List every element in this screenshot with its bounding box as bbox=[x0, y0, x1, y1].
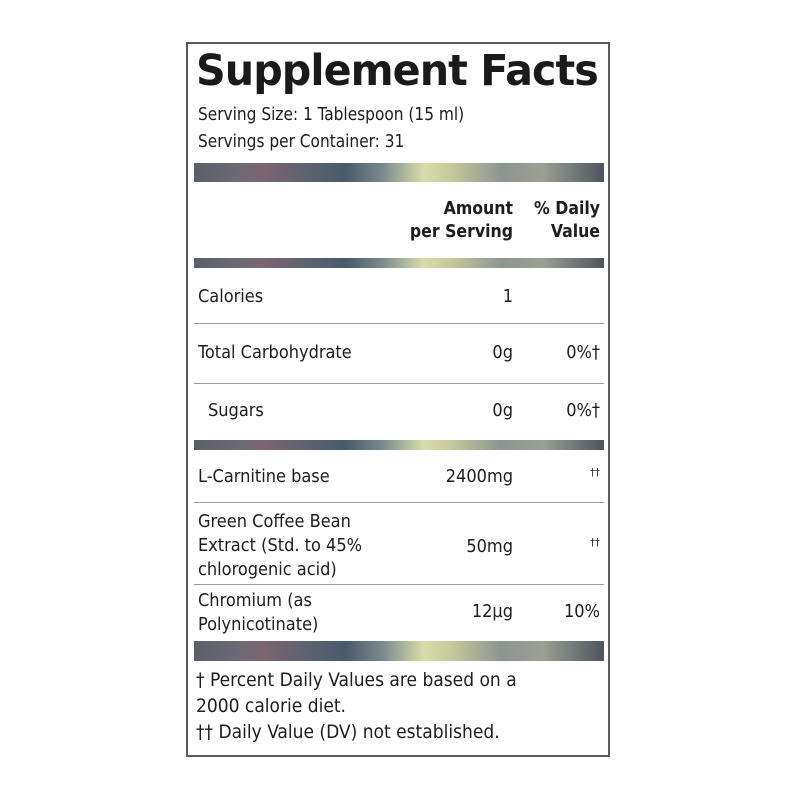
footnote-line: 2000 calorie diet. bbox=[196, 695, 346, 717]
row-dv: 0%† bbox=[566, 342, 600, 363]
row-divider bbox=[194, 584, 604, 585]
divider-bar bbox=[194, 258, 604, 268]
row-amount: 1 bbox=[502, 286, 513, 307]
row-divider bbox=[194, 383, 604, 384]
row-name: Green Coffee Bean Extract (Std. to 45% c… bbox=[198, 510, 362, 582]
divider-bar bbox=[194, 163, 604, 182]
panel-title: Supplement Facts bbox=[196, 46, 599, 96]
dv-header-line2: Value bbox=[550, 222, 600, 242]
row-divider bbox=[194, 323, 604, 324]
amount-header-line2: per Serving bbox=[409, 222, 513, 242]
row-name-line: Polynicotinate) bbox=[198, 614, 319, 635]
row-name: Chromium (as Polynicotinate) bbox=[198, 589, 318, 637]
amount-header-line1: Amount bbox=[443, 199, 513, 219]
row-dv: 0%† bbox=[566, 400, 600, 421]
footnotes: † Percent Daily Values are based on a 20… bbox=[196, 667, 517, 745]
row-divider bbox=[194, 502, 604, 503]
row-amount: 0g bbox=[492, 342, 513, 363]
divider-bar bbox=[194, 440, 604, 450]
servings-per-container: Servings per Container: 31 bbox=[198, 131, 405, 152]
amount-header: Amount per Serving bbox=[380, 198, 513, 244]
row-amount: 12µg bbox=[471, 601, 513, 622]
dv-header: % Daily Value bbox=[520, 198, 600, 244]
row-dv: †† bbox=[590, 536, 600, 549]
row-name-line: chlorogenic acid) bbox=[198, 559, 337, 580]
serving-size: Serving Size: 1 Tablespoon (15 ml) bbox=[198, 104, 465, 125]
footnote-line: † Percent Daily Values are based on a bbox=[196, 669, 517, 691]
row-name-line: Chromium (as bbox=[198, 590, 312, 611]
row-dv: 10% bbox=[564, 601, 600, 622]
dv-header-line1: % Daily bbox=[534, 199, 600, 219]
row-amount: 50mg bbox=[466, 536, 513, 557]
row-name: Sugars bbox=[208, 400, 264, 421]
row-amount: 2400mg bbox=[445, 466, 513, 487]
row-name: Total Carbohydrate bbox=[198, 342, 352, 363]
supplement-facts-panel bbox=[186, 42, 610, 757]
footnote-line: †† Daily Value (DV) not established. bbox=[196, 721, 500, 743]
row-amount: 0g bbox=[492, 400, 513, 421]
row-name: L-Carnitine base bbox=[198, 466, 330, 487]
divider-bar bbox=[194, 641, 604, 661]
row-name-line: Extract (Std. to 45% bbox=[198, 535, 363, 556]
row-name-line: Green Coffee Bean bbox=[198, 511, 351, 532]
row-name: Calories bbox=[198, 286, 264, 307]
row-dv: †† bbox=[590, 466, 600, 479]
